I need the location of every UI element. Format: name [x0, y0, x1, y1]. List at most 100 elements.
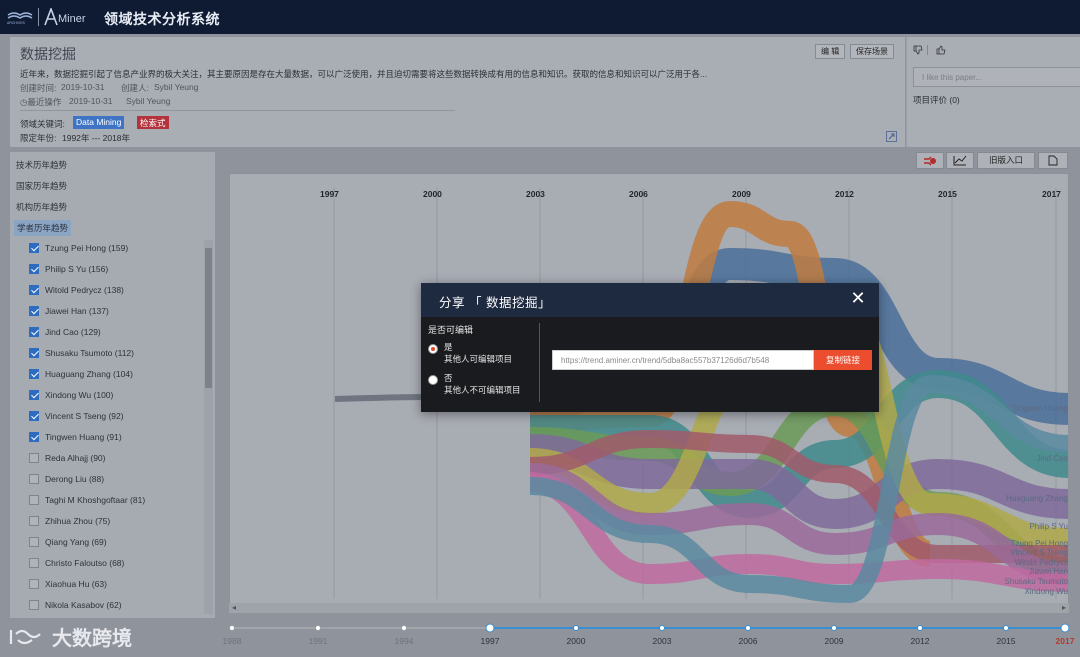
scholar-item[interactable]: Jiawei Han (137) [29, 304, 109, 318]
scroll-left-icon[interactable]: ◂ [232, 603, 237, 612]
scholar-item[interactable]: Nikola Kasabov (62) [29, 598, 122, 612]
editable-yes-radio[interactable] [428, 344, 438, 354]
scholar-item[interactable]: Taghi M Khoshgoftaar (81) [29, 493, 145, 507]
share-link-input[interactable]: https://trend.aminer.cn/trend/5dba8ac557… [552, 350, 814, 370]
thumbs-down-icon[interactable] [913, 45, 923, 57]
scholar-checkbox[interactable] [29, 285, 39, 295]
scholar-item[interactable]: Xindong Wu (100) [29, 388, 113, 402]
scholar-item[interactable]: Huaguang Zhang (104) [29, 367, 133, 381]
editable-no-text[interactable]: 否 其他人不可编辑项目 [444, 372, 521, 396]
nav-scholar-trend[interactable]: 学者历年趋势 [14, 220, 72, 236]
share-dialog-title: 分享 「 数据挖掘」 [439, 296, 551, 310]
chart-horizontal-scrollbar[interactable]: ◂ ▸ [229, 603, 1069, 613]
scholar-item[interactable]: Xiaohua Hu (63) [29, 577, 107, 591]
keyword-tag[interactable]: Data Mining [73, 116, 125, 129]
share-dialog-body: 是否可编辑 是 其他人可编辑项目 否 其他人不可编辑项目 https://tre… [421, 317, 879, 412]
timeline-year-label: 1997 [481, 636, 500, 646]
info-divider [20, 110, 455, 111]
timeline-year-label: 2012 [911, 636, 930, 646]
close-icon[interactable]: ✕ [850, 288, 866, 308]
scholar-checkbox[interactable] [29, 453, 39, 463]
scholar-checkbox[interactable] [29, 243, 39, 253]
editable-yes-label: 是 [444, 342, 453, 352]
scholar-item[interactable]: Qiang Yang (69) [29, 535, 107, 549]
timeline-year-label: 1994 [395, 636, 414, 646]
rating-panel: I like this paper... 项目评价 (0) [906, 37, 1080, 147]
aminer-logo: Miner [44, 8, 94, 28]
nav-institution-trend[interactable]: 机构历年趋势 [16, 202, 68, 212]
scholar-item[interactable]: Tingwen Huang (91) [29, 430, 122, 444]
scholar-checkbox[interactable] [29, 495, 39, 505]
editable-yes-text[interactable]: 是 其他人可编辑项目 [444, 341, 512, 365]
column-year-label: 2000 [423, 189, 442, 199]
column-year-label: 2009 [732, 189, 751, 199]
scholar-checkbox[interactable] [29, 432, 39, 442]
scholar-checkbox[interactable] [29, 579, 39, 589]
series-label: Xindong Wu [1025, 587, 1068, 596]
svg-text:ARCHIVES: ARCHIVES [7, 21, 26, 25]
scholar-item[interactable]: Philip S Yu (156) [29, 262, 108, 276]
scholar-checkbox[interactable] [29, 348, 39, 358]
scholar-item[interactable]: Zhihua Zhou (75) [29, 514, 110, 528]
scholar-label: Qiang Yang (69) [45, 537, 107, 547]
scholar-checkbox[interactable] [29, 327, 39, 337]
app-title: 领域技术分析系统 [104, 11, 220, 27]
scholar-label: Shusaku Tsumoto (112) [45, 348, 134, 358]
timeline-node [659, 625, 665, 631]
scholar-checkbox[interactable] [29, 369, 39, 379]
scholar-item[interactable]: Shusaku Tsumoto (112) [29, 346, 134, 360]
scholar-item[interactable]: Derong Liu (88) [29, 472, 104, 486]
scholar-item[interactable]: Jind Cao (129) [29, 325, 101, 339]
old-version-button[interactable]: 旧版入口 [977, 152, 1035, 169]
editable-no-label: 否 [444, 373, 453, 383]
nav-country-trend[interactable]: 国家历年趋势 [16, 181, 68, 191]
year-timeline[interactable]: 1988 1991 1994 1997 2000 2003 2006 2009 2012 2015… [220, 622, 1080, 657]
scholar-stream [529, 374, 1068, 604]
scholar-label: Reda Alhajj (90) [45, 453, 106, 463]
timeline-year-label: 1991 [309, 636, 328, 646]
series-label: Philip S Yu [1029, 522, 1068, 531]
timeline-node [229, 625, 235, 631]
save-scene-button[interactable]: 保存场景 [850, 44, 894, 59]
scholar-checkbox[interactable] [29, 390, 39, 400]
timeline-node [831, 625, 837, 631]
created-time: 2019-10-31 [61, 82, 105, 92]
scholar-checkbox[interactable] [29, 264, 39, 274]
scrollbar-thumb[interactable] [205, 248, 212, 388]
scholar-checkbox[interactable] [29, 558, 39, 568]
series-label: Vincent S Tseng [1010, 548, 1068, 557]
editable-no-radio[interactable] [428, 375, 438, 385]
export-pdf-button[interactable] [1038, 152, 1068, 169]
paper-comment-input[interactable]: I like this paper... [913, 67, 1080, 87]
edit-button[interactable]: 编 辑 [815, 44, 846, 59]
scholar-item[interactable]: Vincent S Tseng (92) [29, 409, 124, 423]
scholar-label: Christo Faloutso (68) [45, 558, 125, 568]
scholar-item[interactable]: Tzung Pei Hong (159) [29, 241, 128, 255]
timeline-node [1060, 623, 1070, 633]
sankey-view-button[interactable] [916, 152, 944, 169]
external-link-icon[interactable] [886, 131, 897, 142]
scroll-right-icon[interactable]: ▸ [1061, 603, 1066, 612]
scholar-checkbox[interactable] [29, 537, 39, 547]
logo-divider [38, 8, 39, 26]
copy-link-button[interactable]: 复制链接 [814, 350, 872, 370]
nav-tech-trend[interactable]: 技术历年趋势 [16, 160, 68, 170]
scholar-list: Tzung Pei Hong (159) Philip S Yu (156) Wit… [10, 236, 215, 616]
scholar-checkbox[interactable] [29, 411, 39, 421]
year-range: 1992年 --- 2018年 [62, 133, 131, 143]
line-chart-button[interactable] [946, 152, 974, 169]
scholar-stream [529, 429, 1068, 563]
scholar-checkbox[interactable] [29, 474, 39, 484]
project-description: 近年来，数据挖掘引起了信息产业界的极大关注，其主要原因是存在大量数据，可以广泛使… [20, 69, 708, 79]
search-expression-tag[interactable]: 检索式 [137, 116, 169, 129]
thumbs-up-icon[interactable] [936, 45, 946, 57]
scholar-item[interactable]: Christo Faloutso (68) [29, 556, 124, 570]
scholar-checkbox[interactable] [29, 600, 39, 610]
scholar-checkbox[interactable] [29, 306, 39, 316]
scholar-list-scrollbar[interactable] [204, 240, 213, 614]
scholar-item[interactable]: Witold Pedrycz (138) [29, 283, 124, 297]
scholar-checkbox[interactable] [29, 516, 39, 526]
timeline-year-label: 2000 [567, 636, 586, 646]
scholar-trend-chart[interactable]: 1997 2000 2003 2006 2009 2012 2015 2017 Tingwen … [229, 173, 1069, 613]
scholar-item[interactable]: Reda Alhajj (90) [29, 451, 105, 465]
